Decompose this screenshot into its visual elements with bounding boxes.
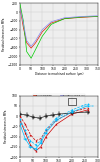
X-axis label: Distance to machined surface (µm): Distance to machined surface (µm) bbox=[35, 72, 83, 76]
Legend: Dry machining, Cryogenic machining, Cryogenic mach. (2): Dry machining, Cryogenic machining, Cryo… bbox=[33, 94, 85, 98]
Y-axis label: Residual stresses in MPa: Residual stresses in MPa bbox=[2, 17, 6, 51]
Y-axis label: Residual stresses in MPa: Residual stresses in MPa bbox=[4, 110, 8, 143]
Bar bbox=[68, 98, 76, 105]
Text: (a) nickel alloy: (a) nickel alloy bbox=[48, 109, 70, 113]
